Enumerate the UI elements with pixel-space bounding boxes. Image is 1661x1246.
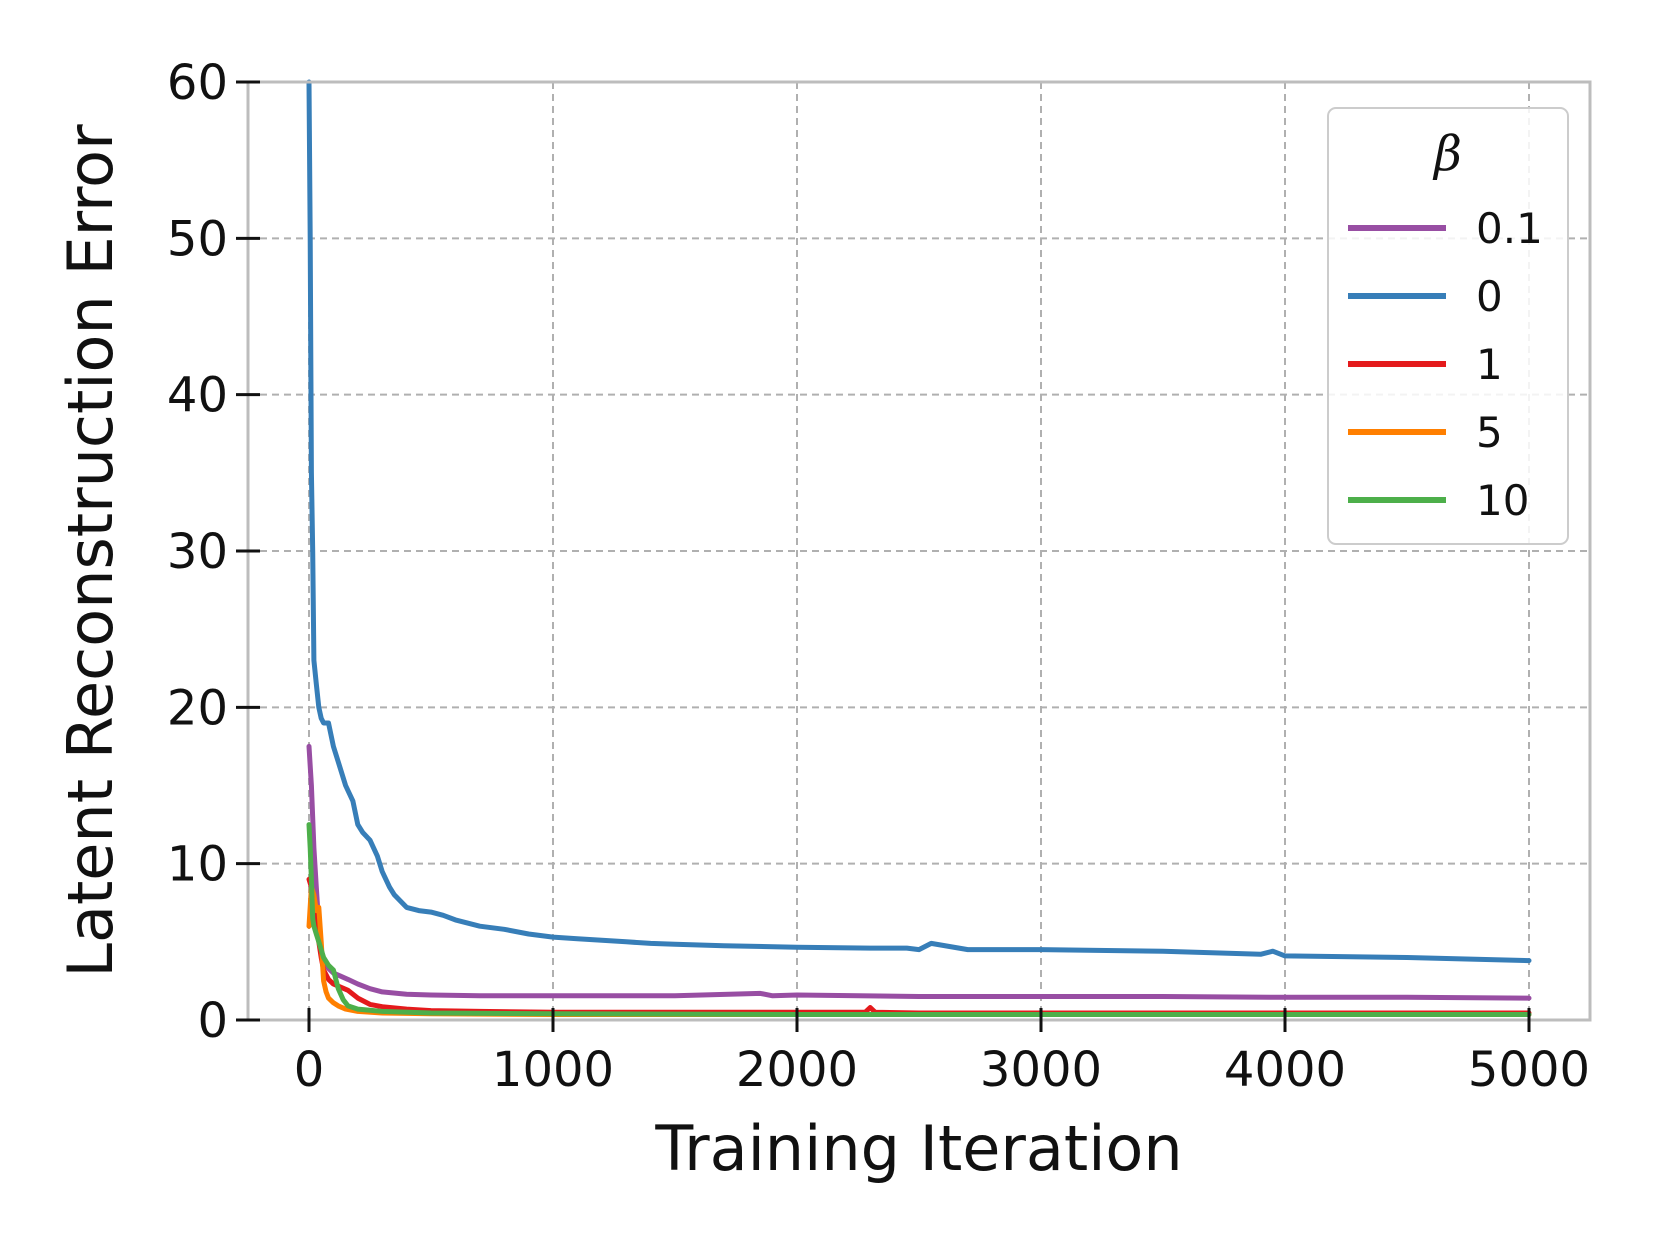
x-tick-label: 4000	[1224, 1042, 1346, 1098]
x-tick-label: 0	[294, 1042, 325, 1098]
legend-title: β	[1432, 126, 1462, 182]
legend-label-0.1: 0.1	[1476, 204, 1543, 253]
y-tick-label: 10	[167, 837, 228, 893]
y-tick-label: 40	[167, 368, 228, 424]
legend-label-10: 10	[1476, 476, 1529, 525]
series-line-0	[306, 79, 1532, 964]
x-tick-label: 5000	[1468, 1042, 1590, 1098]
y-tick-label: 50	[167, 211, 228, 267]
legend-label-5: 5	[1476, 408, 1503, 457]
x-axis-title: Training Iteration	[654, 1112, 1182, 1185]
y-tick-label: 0	[197, 993, 228, 1049]
y-tick-label: 60	[167, 55, 228, 111]
y-tick-label: 30	[167, 524, 228, 580]
series-line-10	[306, 822, 1532, 1017]
x-tick-label: 3000	[980, 1042, 1102, 1098]
x-tick-label: 2000	[736, 1042, 858, 1098]
legend: β 0.1 0 1 5 10	[1327, 107, 1569, 545]
y-tick-label: 20	[167, 680, 228, 736]
legend-label-1: 1	[1476, 340, 1503, 389]
x-tick-label: 1000	[492, 1042, 614, 1098]
series-lines	[306, 79, 1532, 1017]
y-axis-title: Latent Reconstruction Error	[54, 124, 127, 978]
legend-label-0: 0	[1476, 272, 1503, 321]
